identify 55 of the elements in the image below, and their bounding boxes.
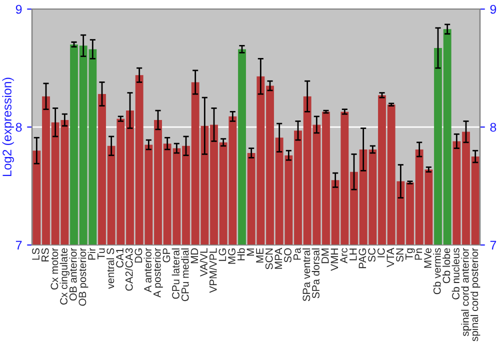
x-tick-label: Pn (414, 248, 422, 260)
y-axis-title: Log2 (expression) (2, 78, 14, 176)
x-tick-label: LH (350, 248, 357, 260)
x-tick-label: VPM/VPL (209, 248, 217, 293)
x-tick-label: LS (32, 248, 40, 260)
x-tick-label: MG (228, 248, 236, 264)
x-tick-label: SPa dorsal (312, 248, 320, 298)
x-tick-label: spinal cord anterior (461, 248, 471, 336)
y-tick-label: 9 (16, 4, 22, 14)
x-tick-label: PAG (358, 248, 366, 268)
x-tick-label: SPa ventral (302, 248, 310, 302)
y-tick-label: 7 (16, 240, 22, 250)
x-tick-label: DM (322, 248, 329, 264)
x-tick-label: LG (218, 248, 226, 261)
y2-tick-label: 8 (490, 122, 496, 132)
x-tick-label: Pir (88, 248, 96, 260)
y2-tick-label: 7 (490, 240, 496, 250)
x-tick-label: CPu lateral (172, 248, 180, 299)
x-tick-label: ventral S (106, 248, 114, 289)
x-tick-label: GP (162, 248, 170, 262)
x-tick-label: Hb (237, 248, 245, 260)
x-tick-label: CA2/CA3 (125, 248, 133, 291)
x-tick-label: ME (256, 248, 264, 263)
x-tick-label: Tu (98, 248, 105, 260)
x-tick-label: MVe (424, 248, 432, 268)
x-tick-label: spinal cord posterior (470, 248, 480, 342)
x-tick-label: Pa (294, 248, 301, 260)
x-tick-label: RS (41, 248, 49, 262)
x-tick-label: A posterior (153, 248, 163, 298)
x-tick-label: Cx cingulate (60, 248, 70, 305)
x-tick-label: OB posterior (78, 248, 88, 306)
x-tick-label: Tg (406, 248, 415, 260)
x-tick-label: A anterior (144, 248, 152, 292)
x-tick-label: VA/VL (200, 248, 208, 276)
y-tick-label: 8 (16, 122, 22, 132)
x-tick-label: Arc (340, 248, 348, 264)
x-tick-label: SCN (265, 248, 273, 270)
x-tick-label: M (246, 248, 254, 256)
x-tick-label: VTA (386, 248, 394, 268)
x-tick-label: Cb lobe (442, 248, 450, 284)
x-tick-label: SO (284, 248, 292, 262)
x-tick-label: SN (396, 248, 404, 262)
x-tick-label: IC (377, 248, 385, 258)
x-tick-label: Cb vermis (433, 248, 441, 294)
y2-tick-label: 9 (490, 4, 496, 14)
x-tick-label: CPu medial (181, 248, 189, 302)
x-tick-label: CA1 (116, 248, 124, 268)
x-tick-label: VMH (330, 248, 338, 271)
x-tick-label: SC (368, 248, 376, 262)
x-tick-label: MPA (274, 248, 282, 269)
x-tick-label: OB anterior (69, 248, 77, 301)
x-tick-label: DG (134, 248, 142, 263)
x-tick-label: MD (190, 248, 198, 264)
x-tick-label: Cb nucleus (452, 248, 460, 300)
x-tick-label: Cx motor (50, 248, 58, 290)
